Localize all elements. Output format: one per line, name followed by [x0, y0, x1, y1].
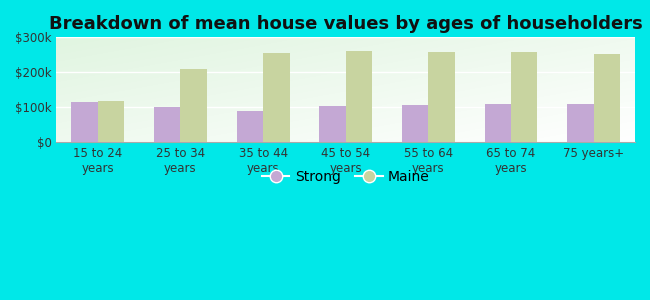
Legend: Strong, Maine: Strong, Maine — [256, 164, 436, 189]
Bar — [511, 52, 538, 142]
Bar — [181, 69, 207, 142]
Bar — [485, 104, 511, 142]
Bar — [402, 105, 428, 142]
Bar — [567, 103, 593, 142]
Bar — [154, 107, 181, 142]
Bar — [72, 103, 98, 142]
Bar — [319, 106, 346, 142]
Bar — [593, 54, 620, 142]
Title: Breakdown of mean house values by ages of householders: Breakdown of mean house values by ages o… — [49, 15, 643, 33]
Bar — [428, 52, 455, 142]
Bar — [98, 101, 124, 142]
Bar — [346, 51, 372, 142]
Bar — [263, 53, 289, 142]
Bar — [237, 111, 263, 142]
